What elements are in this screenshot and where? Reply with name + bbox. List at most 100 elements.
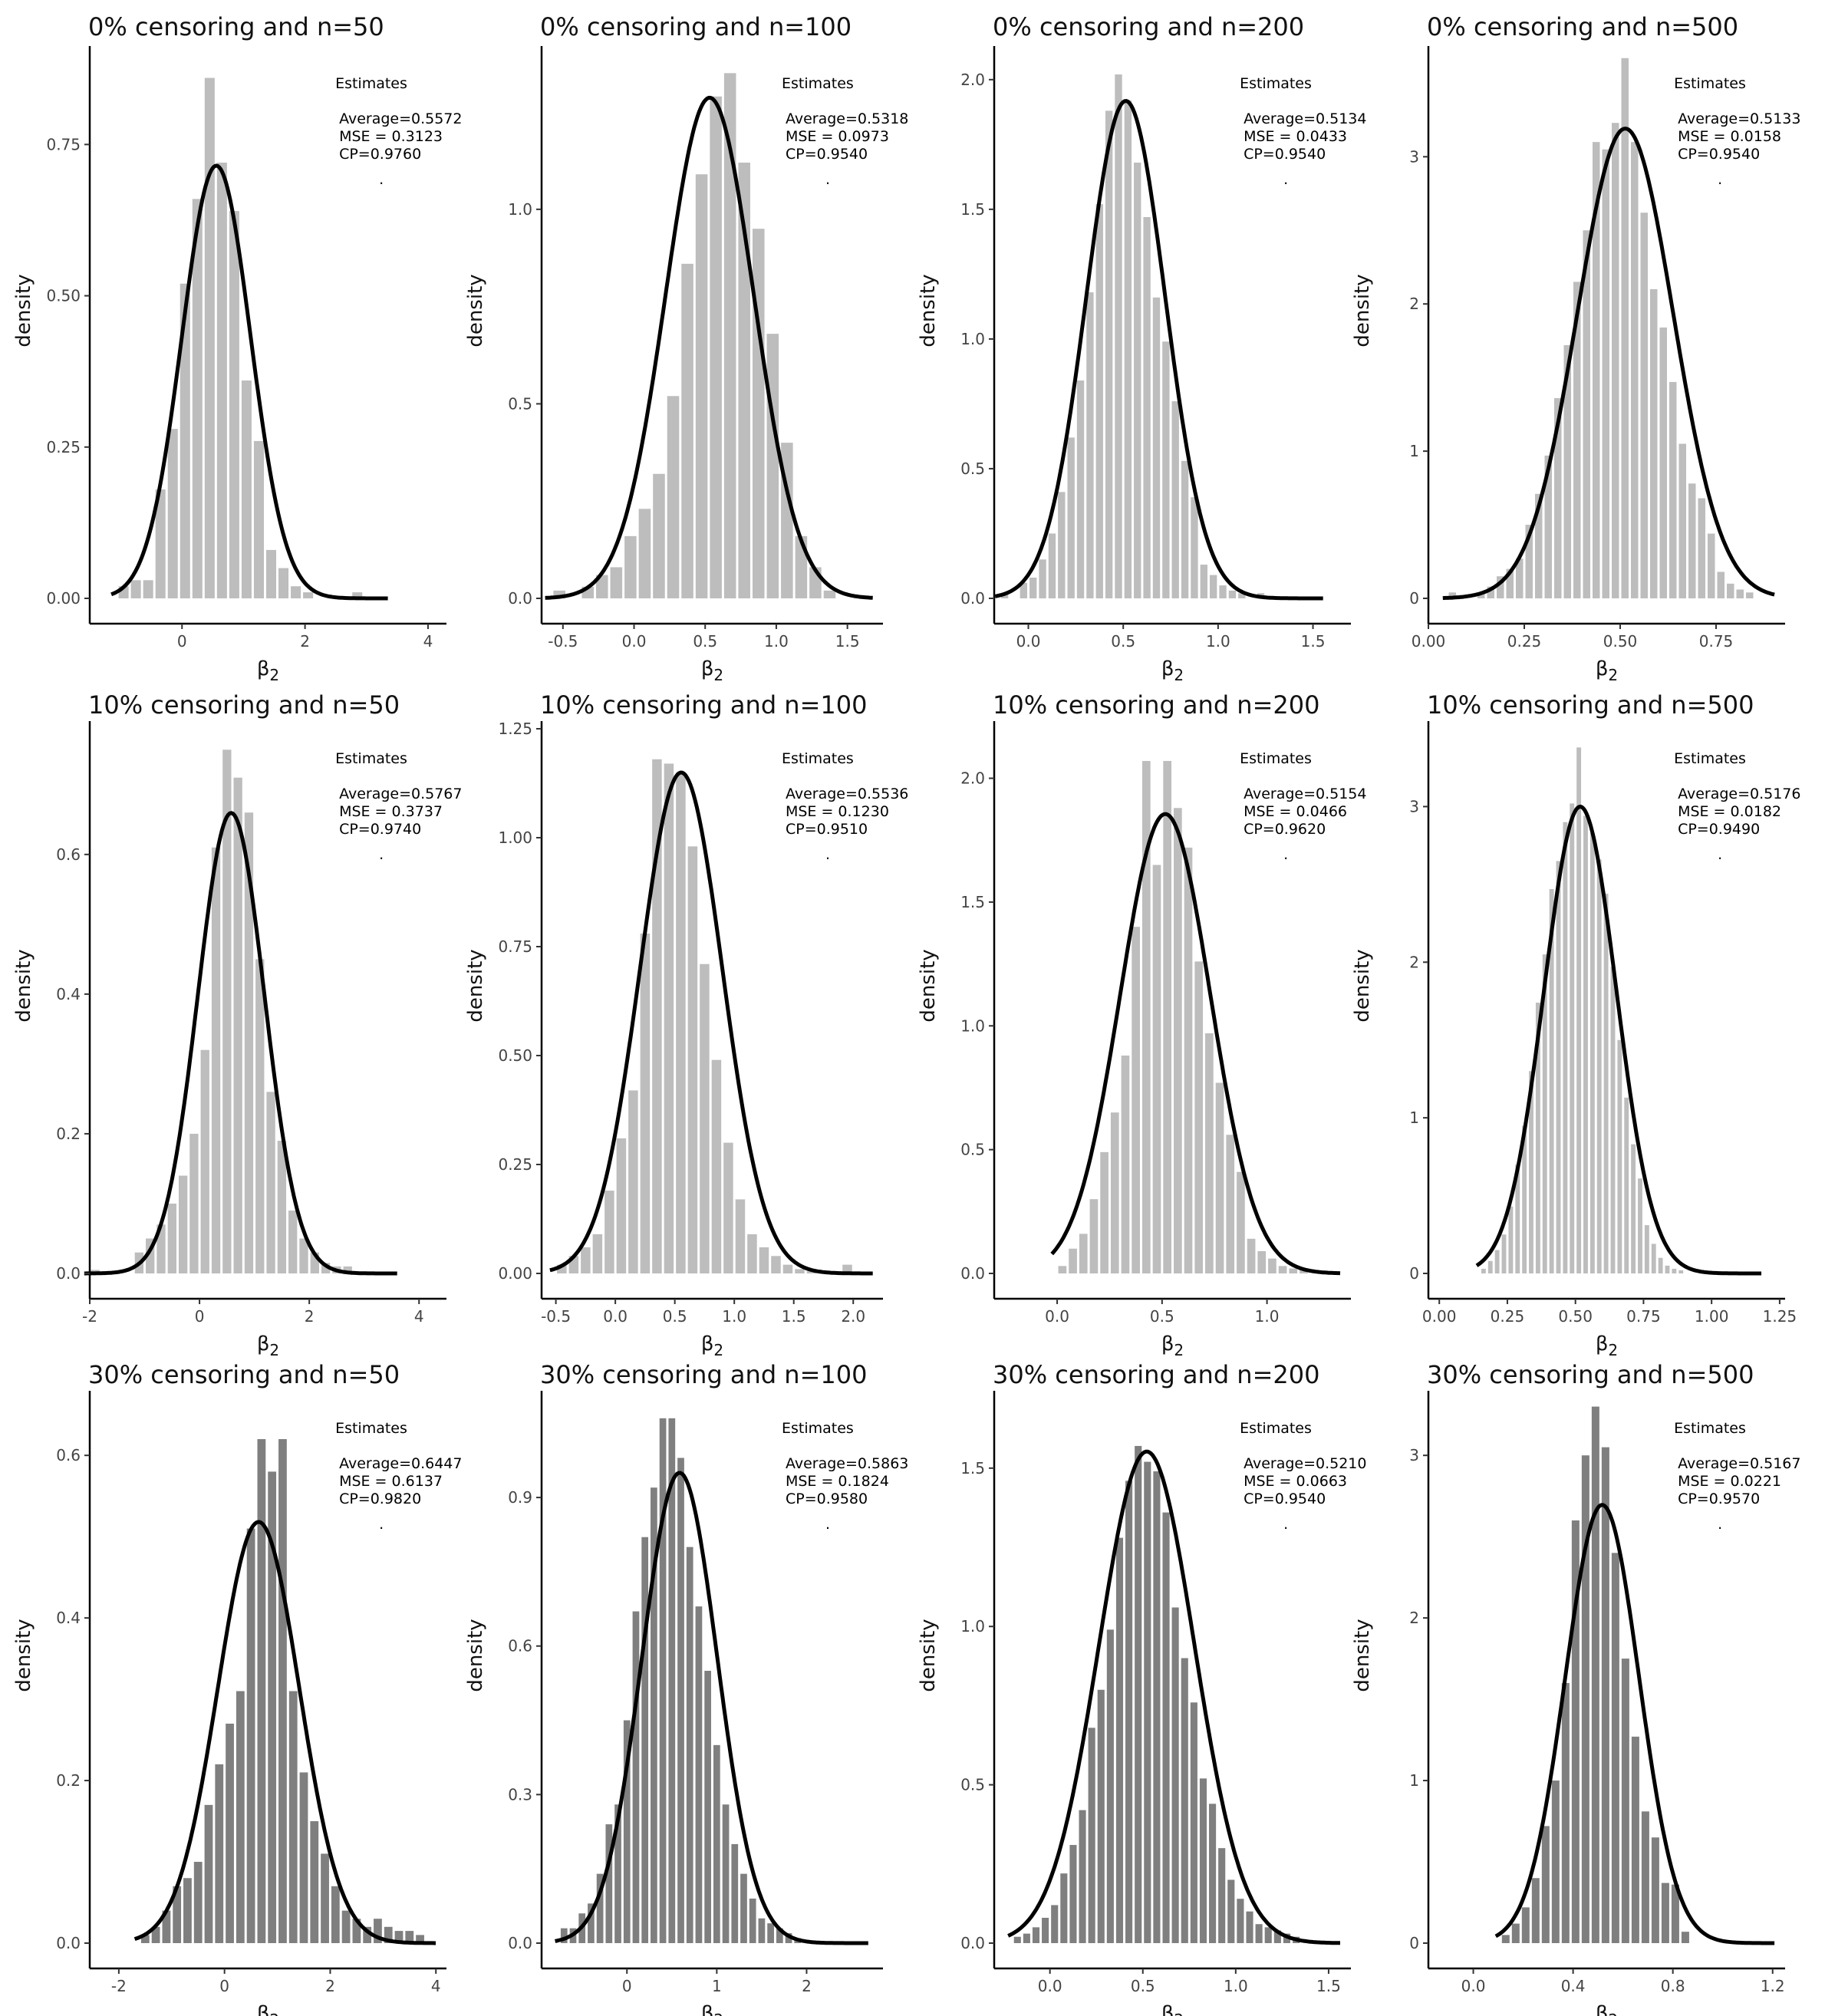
histogram-bar [1717,572,1725,598]
histogram-bar [1515,1164,1520,1273]
y-tick-label: 0.2 [56,1771,81,1790]
histogram-bar [1665,1265,1670,1273]
histogram-bar [1141,760,1151,1273]
histogram-bar [143,580,153,598]
x-tick-label: 0.5 [1111,632,1135,651]
histogram-bar [146,1238,155,1273]
histogram-bar [321,1263,331,1273]
y-axis-label: density [1351,274,1374,347]
y-tick-label: 0.0 [960,589,985,608]
annotation-line: Average=0.5133 [1678,110,1800,127]
histogram-bar [1058,1266,1067,1273]
histogram-bar [310,1252,319,1273]
histogram-bar [795,1269,805,1273]
histogram-bar [1448,592,1456,598]
x-tick-label: 0.8 [1661,1977,1685,1995]
y-tick-label: 3 [1409,1446,1419,1464]
histogram-bar [735,1199,746,1273]
y-tick-label: 0.4 [56,1609,81,1627]
histogram-bar [1529,1071,1533,1273]
x-axis-label: β2 [257,657,279,684]
histogram-bar [581,1247,591,1273]
histogram-bar [1617,1039,1622,1273]
histogram-bar [614,1804,621,1943]
x-tick-label: 0.0 [603,1307,628,1326]
y-tick-label: 0.0 [56,1934,81,1952]
histogram-bar [1020,582,1028,598]
histogram-bar [1621,1659,1629,1943]
histogram-bar [278,1438,287,1943]
histogram-bar [1551,1780,1560,1943]
histogram-bar [681,263,693,598]
histogram-bar [266,1092,275,1273]
histogram-bar [1013,1936,1021,1943]
histogram-bar [1708,533,1715,598]
histogram-bar [723,1142,733,1273]
annotation-line: Average=0.5167 [1678,1455,1800,1472]
histogram-bar [604,1191,614,1273]
annotation-line: MSE = 0.0221 [1678,1473,1781,1490]
panel-1-4: 0% censoring and n=500 0 1 2 3 0.00 0.25 0.50 0.… [1351,12,1801,684]
histogram-bar [299,1772,308,1943]
annotation-dot: . [379,171,384,188]
histogram-bar [1097,1689,1105,1943]
histogram-bar [704,1671,711,1943]
histogram-bar [1511,1923,1520,1943]
histogram-bar [1593,142,1600,598]
histogram-bar [806,1271,817,1273]
annotation-line: CP=0.9580 [786,1491,868,1507]
histogram-bar [651,1487,657,1943]
histogram-bar [1237,1899,1244,1943]
density-curve [1494,1503,1775,1945]
annotation-line: MSE = 0.0433 [1244,128,1347,145]
x-tick-label: 1.2 [1761,1977,1785,1995]
histogram-bar [257,1438,266,1943]
x-tick-label: -2 [82,1307,97,1326]
y-axis-label: density [917,1619,940,1692]
histogram-bar [1100,1151,1109,1273]
y-tick-label: 1 [1409,1771,1419,1790]
histogram-bar [1563,822,1568,1273]
histogram-bar [277,1141,287,1273]
histogram-bar [1121,1056,1130,1273]
annotation-header: Estimates [1674,75,1746,92]
y-axis-label: density [917,949,940,1022]
x-axis-label: β2 [257,1332,279,1359]
annotation-line: MSE = 0.3737 [339,803,443,820]
annotation-line: CP=0.9620 [1244,821,1326,838]
panel-1-2: 0% censoring and n=100 0.0 0.5 1.0 -0.5 0.0 0.… [464,12,908,684]
y-tick-label: 0.25 [46,438,81,456]
y-axis-label: density [917,274,940,347]
histogram-bar [1205,1033,1214,1273]
x-tick-label: 0.75 [1626,1307,1661,1326]
panel-title: 0% censoring and n=100 [540,12,852,41]
histogram-bar [1589,832,1595,1273]
histogram-bar [723,73,736,599]
histogram-bar [1237,1171,1245,1273]
histogram-bar [1535,493,1543,598]
y-tick-label: 1.5 [960,1459,985,1477]
y-tick-label: 0.00 [46,589,81,608]
histogram-bar [1678,443,1686,598]
panel-1-3: 0% censoring and n=200 0.0 0.5 1.0 1.5 2.0 0.0… [917,12,1367,684]
histogram-bar [1561,1682,1570,1943]
histogram-bar [1105,110,1113,598]
y-axis-label: density [12,949,35,1022]
histogram-bar [738,163,750,598]
density-curve [545,95,873,600]
histogram-bar [167,429,178,598]
histogram-bar [303,592,314,598]
histogram-bar [640,933,651,1273]
histogram-bar [1631,1144,1636,1273]
histogram-bar [1583,815,1588,1273]
annotation-line: Average=0.5210 [1244,1455,1366,1472]
histogram-bar [1659,327,1667,598]
histogram-bar [695,174,708,598]
histogram-bar [1549,888,1554,1273]
histogram-bar [740,1873,747,1943]
x-tick-label: 1.5 [782,1307,806,1326]
histogram-bar [687,846,698,1273]
histogram-bar [229,211,239,598]
annotation-dot: . [1718,171,1722,188]
histogram-bar [352,592,363,598]
